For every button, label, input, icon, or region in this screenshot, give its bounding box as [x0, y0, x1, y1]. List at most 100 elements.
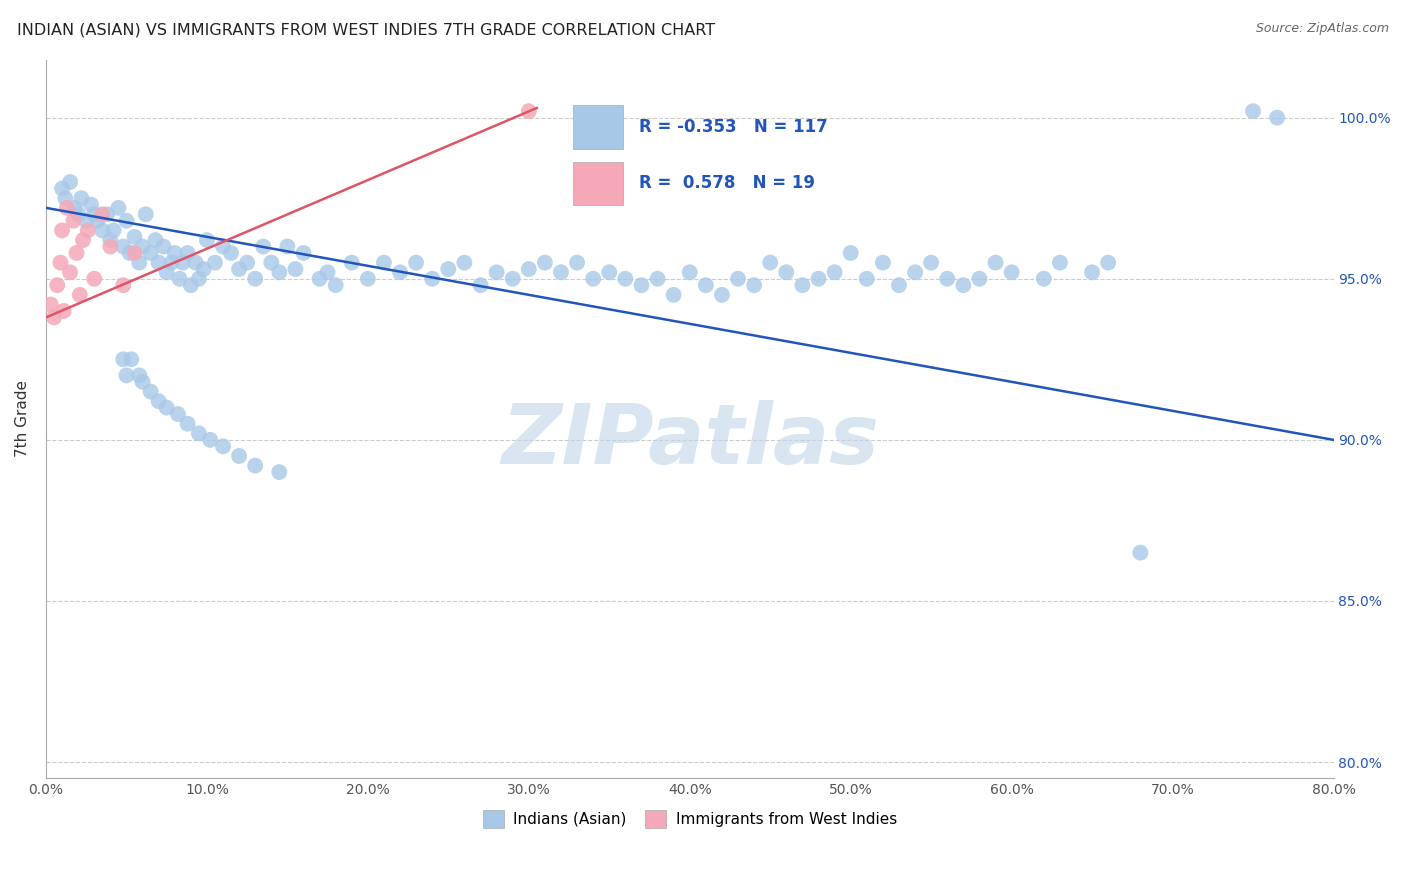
Point [193, 262, 215, 277]
Point [807, 271, 830, 285]
Point [96, 207, 118, 221]
Point [614, 271, 637, 285]
Point [824, 265, 846, 279]
Point [316, 265, 339, 279]
Point [148, 394, 170, 409]
Point [167, 407, 190, 421]
Point [550, 265, 572, 279]
Point [86, 213, 108, 227]
Point [1129, 546, 1152, 560]
Point [118, 246, 141, 260]
Point [51, 181, 73, 195]
Point [128, 368, 150, 383]
Text: ZIPatlas: ZIPatlas [501, 400, 879, 481]
Point [51, 223, 73, 237]
Point [904, 265, 927, 279]
Point [172, 255, 194, 269]
Point [59, 265, 82, 279]
Point [582, 271, 605, 285]
Point [128, 255, 150, 269]
Point [260, 255, 283, 269]
Point [75, 213, 97, 227]
Point [1265, 111, 1288, 125]
Point [187, 271, 209, 285]
Point [839, 246, 862, 260]
Point [160, 255, 183, 269]
Point [759, 255, 782, 269]
Point [742, 278, 765, 293]
Point [46, 278, 69, 293]
Point [76, 223, 98, 237]
Point [42, 310, 65, 325]
Point [67, 207, 90, 221]
Legend: Indians (Asian), Immigrants from West Indies: Indians (Asian), Immigrants from West In… [475, 802, 904, 835]
Point [112, 278, 135, 293]
Point [534, 255, 557, 269]
Point [80, 197, 103, 211]
Point [792, 278, 814, 293]
Point [98, 239, 121, 253]
Point [727, 271, 749, 285]
Point [135, 207, 157, 221]
Point [69, 288, 91, 302]
Point [1081, 265, 1104, 279]
Point [470, 278, 492, 293]
Point [163, 246, 186, 260]
Text: Source: ZipAtlas.com: Source: ZipAtlas.com [1256, 22, 1389, 36]
Point [1001, 265, 1024, 279]
Point [112, 239, 135, 253]
Point [139, 246, 162, 260]
Point [565, 255, 588, 269]
Point [710, 288, 733, 302]
Point [39, 297, 62, 311]
Point [176, 417, 198, 431]
Point [56, 201, 79, 215]
Point [83, 271, 105, 285]
Point [517, 262, 540, 277]
Point [63, 201, 86, 215]
Point [695, 278, 717, 293]
Point [112, 352, 135, 367]
Point [176, 246, 198, 260]
Point [195, 233, 218, 247]
Point [145, 233, 167, 247]
Point [357, 271, 380, 285]
Point [124, 230, 146, 244]
Point [72, 233, 94, 247]
Point [292, 246, 315, 260]
Point [855, 271, 877, 285]
Point [124, 246, 146, 260]
Point [437, 262, 460, 277]
Point [984, 255, 1007, 269]
Point [1049, 255, 1071, 269]
Y-axis label: 7th Grade: 7th Grade [15, 380, 30, 458]
Point [502, 271, 524, 285]
Point [156, 401, 179, 415]
Point [420, 271, 443, 285]
Point [62, 213, 84, 227]
Point [252, 239, 274, 253]
Point [308, 271, 330, 285]
Point [887, 278, 910, 293]
Point [373, 255, 395, 269]
Point [212, 439, 235, 453]
Point [269, 265, 291, 279]
Point [679, 265, 702, 279]
Point [228, 449, 250, 463]
Point [952, 278, 974, 293]
Point [131, 375, 153, 389]
Point [340, 255, 363, 269]
Point [775, 265, 797, 279]
Point [245, 271, 267, 285]
Point [91, 223, 114, 237]
Point [59, 175, 82, 189]
Point [107, 201, 129, 215]
Point [70, 191, 93, 205]
Point [485, 265, 508, 279]
Point [284, 262, 307, 277]
Point [389, 265, 412, 279]
Point [139, 384, 162, 399]
Point [598, 265, 620, 279]
Point [969, 271, 991, 285]
Point [187, 426, 209, 441]
